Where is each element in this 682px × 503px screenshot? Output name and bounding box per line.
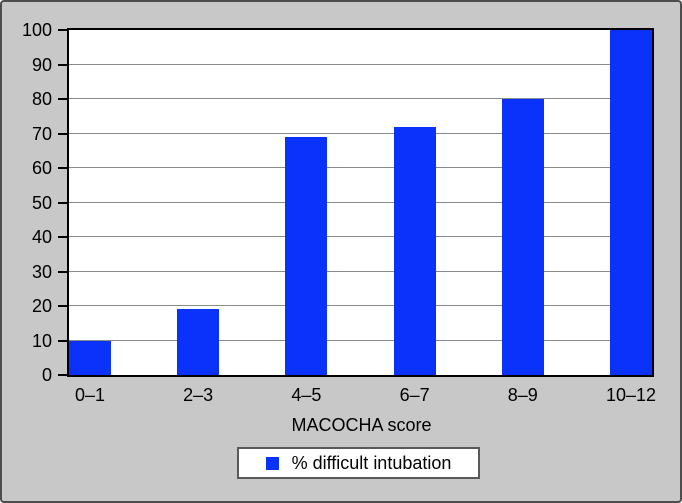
y-tick-label-30: 30 [31,261,52,282]
x-tick-label-10–12: 10–12 [605,385,657,405]
y-tick-30 [58,270,67,273]
y-tick-80 [58,98,67,100]
y-tick-10 [58,339,67,342]
y-tick-0 [58,374,67,376]
x-tick-label-2–3: 2–3 [183,385,214,405]
gridline-90 [69,63,652,65]
x-axis-title: MACOCHA score [291,415,432,435]
gridline-40 [69,236,652,237]
legend: % difficult intubation [237,447,480,479]
gridline-30 [69,270,652,272]
gridline-60 [69,167,652,168]
legend-swatch-icon [265,456,279,470]
y-tick-label-60: 60 [31,158,52,178]
y-tick-label-20: 20 [31,296,52,316]
x-tick-label-8–9: 8–9 [507,385,538,405]
y-tick-label-80: 80 [31,89,52,109]
y-tick-label-10: 10 [31,330,52,351]
legend-label: % difficult intubation [291,453,452,473]
y-tick-100 [58,29,67,31]
gridline-50 [69,201,652,203]
bar-8–9 [501,99,544,375]
y-tick-50 [58,201,67,204]
plot-inner [69,30,652,375]
y-tick-label-90: 90 [31,54,52,75]
x-tick-label-0–1: 0–1 [74,385,106,405]
bar-2–3 [177,309,220,375]
bar-0–1 [69,340,111,375]
x-tick-label-4–5: 4–5 [291,385,322,405]
bar-10–12 [610,30,652,375]
bar-6–7 [393,126,436,375]
x-tick-label-6–7: 6–7 [399,385,430,405]
y-tick-label-70: 70 [31,123,52,144]
y-tick-90 [58,63,67,66]
gridline-70 [69,132,652,134]
bar-4–5 [285,136,328,375]
gridline-80 [69,98,652,99]
y-tick-label-40: 40 [31,227,52,247]
plot-area [67,28,654,377]
gridline-20 [69,305,652,306]
y-tick-40 [58,236,67,238]
y-tick-20 [58,305,67,307]
y-tick-70 [58,132,67,135]
y-tick-60 [58,167,67,169]
y-tick-label-50: 50 [31,192,52,213]
y-tick-label-100: 100 [21,20,52,40]
gridline-10 [69,339,652,341]
y-tick-label-0: 0 [41,365,52,385]
